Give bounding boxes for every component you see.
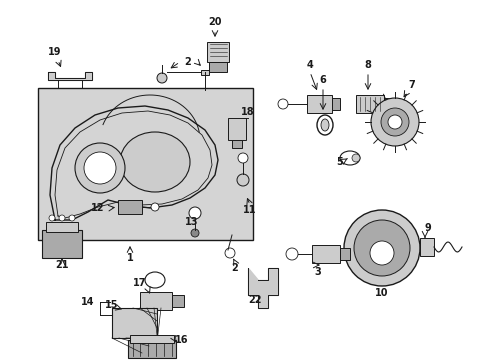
Bar	[201, 70, 208, 75]
Bar	[383, 98, 393, 110]
Text: 3: 3	[314, 267, 321, 277]
Circle shape	[238, 153, 247, 163]
Circle shape	[387, 115, 401, 129]
Ellipse shape	[316, 115, 332, 135]
Bar	[227, 118, 245, 140]
Circle shape	[75, 143, 125, 193]
Polygon shape	[48, 72, 92, 80]
Bar	[42, 230, 82, 258]
Text: 21: 21	[55, 260, 69, 270]
Circle shape	[353, 220, 409, 276]
Circle shape	[343, 210, 419, 286]
Text: 7: 7	[408, 80, 414, 90]
Text: 9: 9	[424, 223, 430, 233]
Bar	[140, 292, 172, 310]
Text: 17: 17	[133, 278, 146, 288]
Ellipse shape	[339, 151, 359, 165]
Circle shape	[151, 203, 159, 211]
Bar	[419, 238, 433, 256]
Ellipse shape	[120, 132, 190, 192]
Bar	[355, 95, 383, 113]
Text: 5: 5	[336, 157, 343, 167]
Text: 15: 15	[105, 300, 119, 310]
Text: 16: 16	[175, 335, 188, 345]
Bar	[331, 98, 339, 110]
Text: 19: 19	[48, 47, 61, 57]
Circle shape	[285, 248, 297, 260]
Text: 22: 22	[248, 295, 261, 305]
Circle shape	[69, 215, 75, 221]
Circle shape	[237, 174, 248, 186]
Bar	[112, 308, 157, 338]
Bar	[339, 248, 349, 260]
Circle shape	[84, 152, 116, 184]
Bar	[208, 62, 226, 72]
Bar	[172, 295, 183, 307]
Bar	[118, 200, 142, 214]
Circle shape	[351, 154, 359, 162]
Text: 4: 4	[306, 60, 313, 70]
Circle shape	[191, 229, 199, 237]
Bar	[38, 88, 252, 240]
Circle shape	[369, 241, 393, 265]
Text: 2: 2	[184, 57, 191, 67]
Ellipse shape	[320, 119, 328, 131]
Circle shape	[49, 215, 55, 221]
Text: 13: 13	[185, 217, 198, 227]
Circle shape	[189, 207, 201, 219]
Text: 2: 2	[231, 263, 238, 273]
Text: 6: 6	[319, 75, 325, 85]
Text: 20: 20	[208, 17, 221, 27]
Text: 10: 10	[374, 288, 388, 298]
Ellipse shape	[145, 272, 164, 288]
Text: 11: 11	[243, 205, 256, 215]
Text: 18: 18	[241, 107, 254, 117]
Bar	[130, 335, 174, 343]
Bar	[306, 95, 331, 113]
Bar	[231, 140, 242, 148]
Text: 14: 14	[81, 297, 95, 307]
Circle shape	[380, 108, 408, 136]
Bar	[206, 42, 228, 62]
Circle shape	[157, 73, 167, 83]
Circle shape	[224, 248, 235, 258]
Circle shape	[370, 98, 418, 146]
Circle shape	[278, 99, 287, 109]
Text: 8: 8	[364, 60, 371, 70]
Polygon shape	[247, 268, 278, 308]
Text: 12: 12	[91, 203, 104, 213]
Text: 1: 1	[126, 253, 133, 263]
Circle shape	[59, 215, 65, 221]
Bar	[311, 245, 339, 263]
Bar	[46, 222, 78, 232]
Bar	[128, 340, 176, 358]
